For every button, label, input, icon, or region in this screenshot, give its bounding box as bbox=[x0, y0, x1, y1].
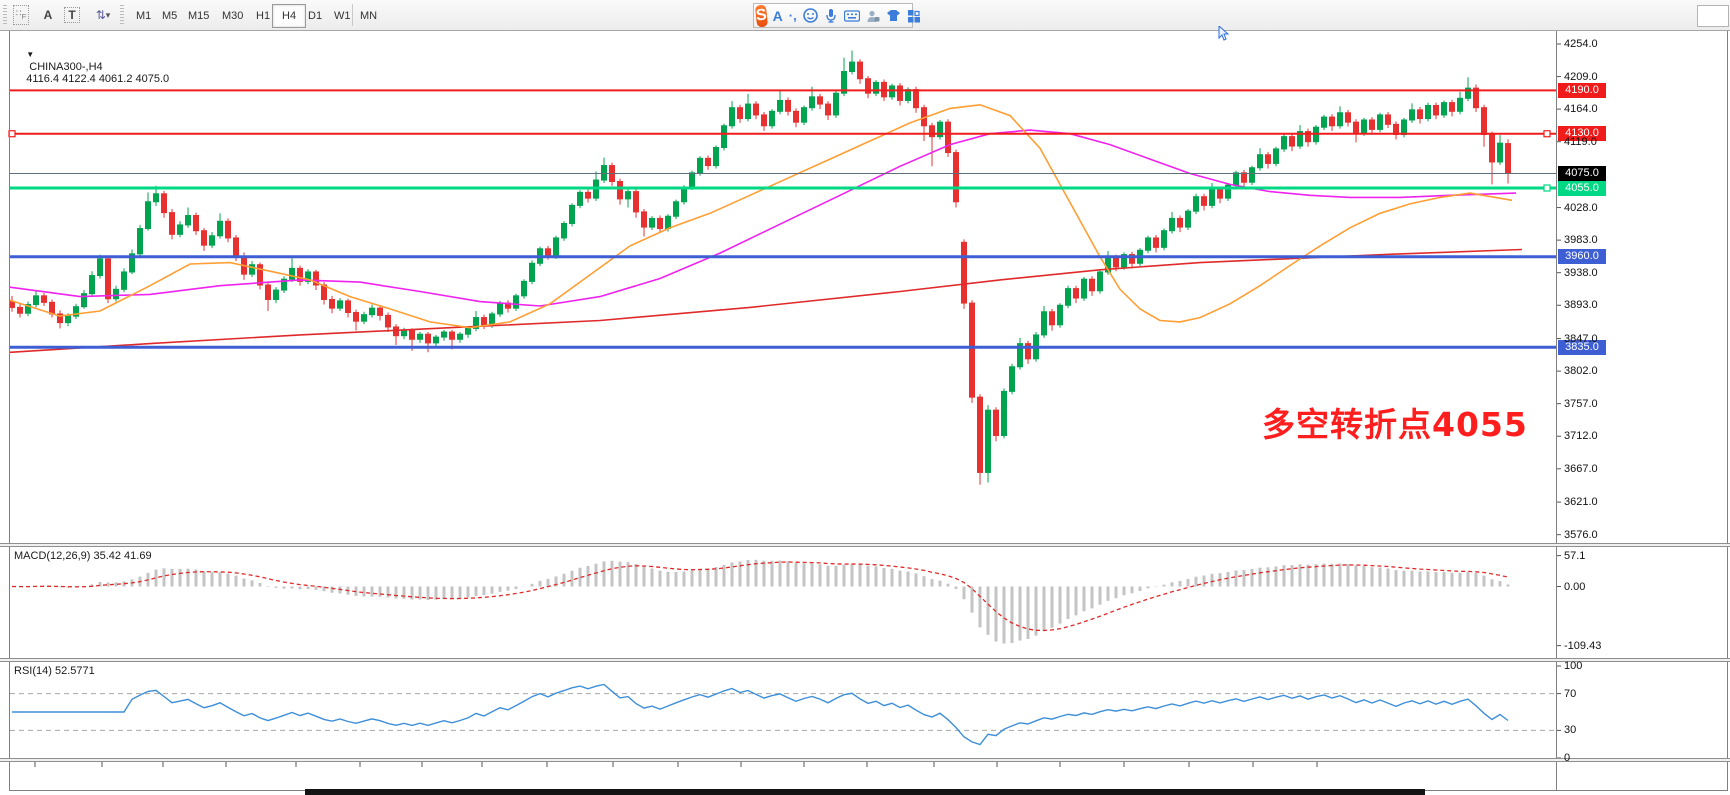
price-badge-4130.0: 4130.0 bbox=[1558, 126, 1606, 142]
rsi-panel[interactable] bbox=[10, 683, 1556, 746]
price-tick-label: 3893.0 bbox=[1564, 299, 1598, 312]
window-right-border bbox=[1727, 31, 1728, 790]
taskbar-edge[interactable] bbox=[305, 789, 1425, 795]
chart-title[interactable]: ▼ CHINA300-,H4 4116.4 4122.4 4061.2 4075… bbox=[26, 50, 170, 85]
timeframe-button-mn[interactable]: MN bbox=[360, 10, 378, 22]
macd-splitter[interactable] bbox=[0, 543, 1730, 547]
price-tick-label: 3712.0 bbox=[1564, 430, 1598, 443]
price-badge-4055.0: 4055.0 bbox=[1558, 180, 1606, 196]
ma-slow-red[interactable] bbox=[9, 248, 1523, 354]
emoji-icon[interactable] bbox=[802, 8, 818, 24]
text-label-tool-icon[interactable]: T bbox=[62, 3, 82, 27]
price-tick-label: 3802.0 bbox=[1564, 365, 1598, 378]
price-tick-label: 3757.0 bbox=[1564, 397, 1598, 410]
top-toolbar: ∷F A T ⇅ ▾ M1 M5 M15 M30 H1 H4 D1 W1 MN S A ·, bbox=[0, 0, 1730, 31]
chart-ohlc-values: 4116.4 4122.4 4061.2 4075.0 bbox=[26, 73, 170, 85]
indicator-f-icon[interactable]: ∷F bbox=[10, 3, 32, 27]
date-axis[interactable]: 23 Oct 201929 Oct 05:004 Nov 05:008 Nov … bbox=[0, 762, 1730, 790]
docked-panel-button[interactable] bbox=[1697, 5, 1729, 27]
price-tick-label: 3576.0 bbox=[1564, 528, 1598, 541]
chart-left-border bbox=[9, 31, 10, 790]
timeframe-button-w1[interactable]: W1 bbox=[334, 10, 351, 22]
ma-medium-magenta[interactable] bbox=[9, 129, 1517, 307]
price-tick-label: 4164.0 bbox=[1564, 103, 1598, 116]
price-badge-3960.0: 3960.0 bbox=[1558, 249, 1606, 265]
price-tick-label: 3847.0 bbox=[1564, 332, 1598, 345]
rsi-tick-label: 70 bbox=[1564, 687, 1577, 700]
price-tick-label: 4119.0 bbox=[1564, 135, 1597, 148]
rsi-label: RSI(14) 52.5771 bbox=[14, 665, 95, 677]
microphone-icon[interactable] bbox=[824, 8, 838, 24]
toolbar-grip-2[interactable] bbox=[120, 5, 124, 25]
price-tick-label: 4209.0 bbox=[1564, 70, 1598, 83]
timeframe-button-h4[interactable]: H4 bbox=[272, 4, 307, 28]
price-tick-label: 4028.0 bbox=[1564, 201, 1598, 214]
toolbar-grip[interactable] bbox=[3, 5, 7, 25]
collapse-icon[interactable]: ▼ bbox=[26, 50, 35, 59]
rsi-splitter[interactable] bbox=[0, 658, 1730, 662]
skin-icon[interactable] bbox=[886, 8, 901, 24]
price-badge-4190.0: 4190.0 bbox=[1558, 82, 1606, 98]
rsi-tick-label: 30 bbox=[1564, 724, 1577, 737]
macd-tick-label: 57.1 bbox=[1564, 549, 1586, 562]
timeframe-button-m15[interactable]: M15 bbox=[188, 10, 210, 22]
price-axis[interactable]: 4190.0 4130.0 4075.0 4055.0 3960.0 3835.0 4254… bbox=[1557, 31, 1729, 764]
timeframe-button-m5[interactable]: M5 bbox=[162, 10, 178, 22]
macd-tick-label: 0.00 bbox=[1564, 580, 1586, 593]
chart-annotation-text[interactable]: 多空转折点4055 bbox=[1262, 405, 1528, 444]
date-axis-splitter[interactable] bbox=[0, 758, 1730, 762]
timeframe-button-h1[interactable]: H1 bbox=[256, 10, 271, 22]
font-mode-icon[interactable]: A bbox=[772, 7, 783, 24]
timeframe-button-m1[interactable]: M1 bbox=[136, 10, 152, 22]
rsi-tick-label: 0 bbox=[1564, 752, 1571, 764]
price-badge-4075.0: 4075.0 bbox=[1558, 166, 1606, 182]
arrows-tool-icon[interactable]: ⇅ ▾ bbox=[95, 8, 111, 22]
macd-panel[interactable] bbox=[11, 559, 1510, 644]
ma-fast-orange[interactable] bbox=[9, 103, 1513, 329]
account-icon[interactable] bbox=[866, 8, 880, 24]
price-tick-label: 3983.0 bbox=[1564, 234, 1598, 247]
rsi-line bbox=[12, 683, 1509, 746]
font-tool-icon[interactable]: A bbox=[43, 8, 53, 22]
price-badge-3835.0: 3835.0 bbox=[1558, 339, 1606, 355]
price-tick-label: 3938.0 bbox=[1564, 266, 1598, 279]
price-axis-border bbox=[1556, 31, 1557, 790]
toolbox-icon[interactable] bbox=[907, 8, 921, 24]
toolbar-separator bbox=[352, 4, 353, 26]
price-tick-label: 4254.0 bbox=[1564, 38, 1598, 50]
timeframe-button-d1[interactable]: D1 bbox=[308, 10, 323, 22]
timeframe-button-m30[interactable]: M30 bbox=[222, 10, 244, 22]
mouse-cursor bbox=[1218, 26, 1230, 41]
rsi-tick-label: 100 bbox=[1564, 660, 1583, 672]
price-tick-label: 3621.0 bbox=[1564, 496, 1598, 509]
punctuation-icon[interactable]: ·, bbox=[788, 8, 797, 23]
macd-tick-label: -109.43 bbox=[1564, 639, 1602, 652]
price-tick-label: 3667.0 bbox=[1564, 462, 1598, 475]
macd-label: MACD(12,26,9) 35.42 41.69 bbox=[14, 550, 152, 562]
ime-toolbar: S A ·, bbox=[753, 3, 920, 28]
keyboard-icon[interactable] bbox=[843, 8, 860, 24]
